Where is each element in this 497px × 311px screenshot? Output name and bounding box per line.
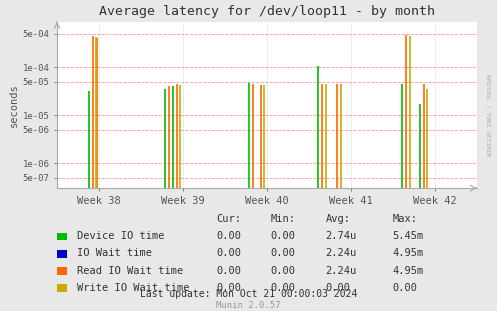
Y-axis label: seconds: seconds — [8, 83, 18, 127]
Title: Average latency for /dev/loop11 - by month: Average latency for /dev/loop11 - by mon… — [99, 5, 435, 18]
Text: Read IO Wait time: Read IO Wait time — [77, 266, 183, 276]
Text: 2.24u: 2.24u — [326, 248, 357, 258]
Text: RRDTOOL / TOBI OETIKER: RRDTOOL / TOBI OETIKER — [486, 74, 491, 156]
Text: 2.74u: 2.74u — [326, 231, 357, 241]
Text: 0.00: 0.00 — [271, 283, 296, 293]
Text: Device IO time: Device IO time — [77, 231, 165, 241]
Text: 0.00: 0.00 — [271, 231, 296, 241]
Text: Munin 2.0.57: Munin 2.0.57 — [216, 301, 281, 310]
Text: 4.95m: 4.95m — [393, 266, 424, 276]
Text: 4.95m: 4.95m — [393, 248, 424, 258]
Text: Write IO Wait time: Write IO Wait time — [77, 283, 189, 293]
Text: 0.00: 0.00 — [271, 248, 296, 258]
Text: 5.45m: 5.45m — [393, 231, 424, 241]
Text: Max:: Max: — [393, 214, 417, 224]
Text: 0.00: 0.00 — [216, 231, 241, 241]
Text: Avg:: Avg: — [326, 214, 350, 224]
Text: 0.00: 0.00 — [216, 266, 241, 276]
Text: 2.24u: 2.24u — [326, 266, 357, 276]
Text: Last update: Mon Oct 21 00:00:03 2024: Last update: Mon Oct 21 00:00:03 2024 — [140, 289, 357, 299]
Text: 0.00: 0.00 — [393, 283, 417, 293]
Text: 0.00: 0.00 — [326, 283, 350, 293]
Text: 0.00: 0.00 — [216, 248, 241, 258]
Text: 0.00: 0.00 — [271, 266, 296, 276]
Text: Cur:: Cur: — [216, 214, 241, 224]
Text: Min:: Min: — [271, 214, 296, 224]
Text: 0.00: 0.00 — [216, 283, 241, 293]
Text: IO Wait time: IO Wait time — [77, 248, 152, 258]
